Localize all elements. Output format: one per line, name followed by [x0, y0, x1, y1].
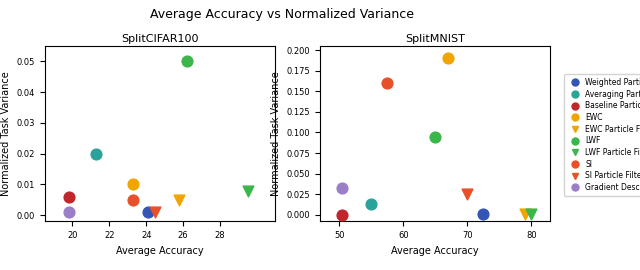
Text: Average Accuracy vs Normalized Variance: Average Accuracy vs Normalized Variance — [150, 8, 413, 21]
Point — [337, 186, 348, 191]
Point — [478, 212, 488, 216]
Point — [443, 56, 453, 60]
Point — [92, 151, 102, 156]
Legend: Weighted Particle Filter, Averaging Particles, Baseline Particle Filter, EWC, EW: Weighted Particle Filter, Averaging Part… — [564, 74, 640, 196]
Point — [462, 192, 472, 196]
Point — [174, 198, 184, 202]
Point — [430, 134, 440, 139]
Point — [63, 210, 74, 214]
Point — [143, 210, 153, 214]
Point — [182, 59, 192, 63]
Y-axis label: Normalized Task Variance: Normalized Task Variance — [271, 71, 281, 196]
Point — [128, 198, 138, 202]
Point — [150, 210, 161, 214]
Point — [337, 213, 348, 217]
Point — [366, 202, 376, 206]
Y-axis label: Normalized Task Variance: Normalized Task Variance — [1, 71, 11, 196]
Title: SplitMNIST: SplitMNIST — [405, 34, 465, 44]
Point — [382, 81, 392, 85]
Title: SplitCIFAR100: SplitCIFAR100 — [121, 34, 199, 44]
Point — [128, 182, 138, 187]
Point — [63, 195, 74, 199]
Point — [526, 212, 536, 216]
Point — [243, 188, 253, 193]
Point — [520, 212, 530, 216]
X-axis label: Average Accuracy: Average Accuracy — [392, 246, 479, 256]
X-axis label: Average Accuracy: Average Accuracy — [116, 246, 204, 256]
